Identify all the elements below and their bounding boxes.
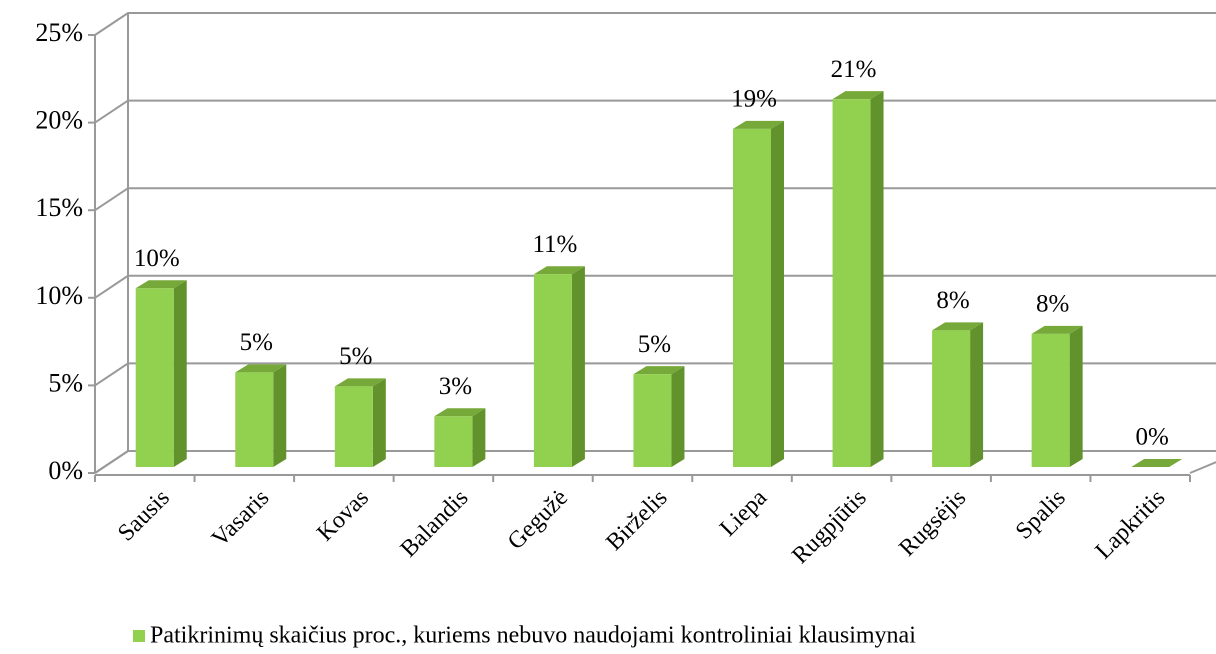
x-tick-label: Kovas [312,485,374,547]
x-tick-label: Balandis [396,485,474,563]
bar [135,280,187,467]
bar-top [434,408,486,417]
bar-top [235,364,287,373]
bar [533,266,585,467]
data-label: 21% [831,56,877,83]
bar-front [633,374,672,467]
bar-front [533,274,572,467]
bar-top [932,322,984,331]
data-label: 5% [638,331,671,358]
y-tick-label: 20% [35,106,83,135]
bar-side [970,322,984,467]
bar [633,366,685,467]
y-tick-label: 15% [35,193,83,222]
x-tick-label: Liepa [715,485,772,542]
bar-side [671,366,685,467]
bar-front [1031,333,1070,467]
bar-side [273,364,287,467]
bar [1031,325,1083,467]
bar-top [1131,459,1183,467]
bar-top [334,378,386,387]
bar-front [334,386,373,467]
bar-side [571,266,585,467]
bar-front [832,99,871,467]
bar-top [135,280,187,289]
bar [235,364,287,467]
x-tick-label: Gegužė [503,485,573,555]
grid-line [94,12,1216,36]
bar-top [733,120,784,129]
bar-side [870,91,884,467]
bar-side [472,408,486,467]
x-tick-label: Rugpjūtis [787,485,871,569]
x-tick-label: Rugsėjis [894,485,971,562]
x-tick-label: Lapkritis [1091,485,1171,565]
bar-front [235,372,274,467]
bar-top [832,91,884,100]
bar [1131,459,1183,467]
bar-top [533,266,585,275]
x-tick-label: Vasaris [207,485,274,552]
grid-line [94,99,1216,124]
bar-front [135,288,174,467]
grid-line [94,187,1216,212]
bar-side [173,280,187,467]
bar-top [633,366,685,375]
bar [334,378,386,467]
x-tick-label: Sausis [113,485,175,547]
bar-front [733,128,771,467]
bar-top [1031,325,1083,334]
data-label: 5% [240,329,273,356]
bar [434,408,486,467]
y-tick-label: 25% [35,18,83,47]
bar-side [372,378,386,467]
legend-label: Patikrinimų skaičius proc., kuriems nebu… [150,623,916,649]
data-label: 19% [731,86,777,113]
data-label: 8% [1036,291,1069,318]
data-label: 8% [936,287,969,314]
x-tick-label: Birželis [601,485,672,556]
bar [932,322,984,467]
bar-side [771,120,784,467]
data-label: 3% [439,373,472,400]
bar-front [434,416,473,467]
data-label: 10% [134,245,180,272]
data-label: 0% [1136,424,1169,451]
data-label: 11% [532,231,577,258]
bar [832,91,884,467]
x-tick-label: Spalis [1011,485,1071,545]
bar [733,120,784,467]
legend-swatch [133,630,145,642]
y-tick-label: 10% [35,281,83,310]
y-tick-label: 0% [48,456,83,485]
y-tick-label: 5% [48,368,83,397]
bar-front [932,330,971,467]
data-label: 5% [339,343,372,370]
bar-side [1069,325,1083,467]
